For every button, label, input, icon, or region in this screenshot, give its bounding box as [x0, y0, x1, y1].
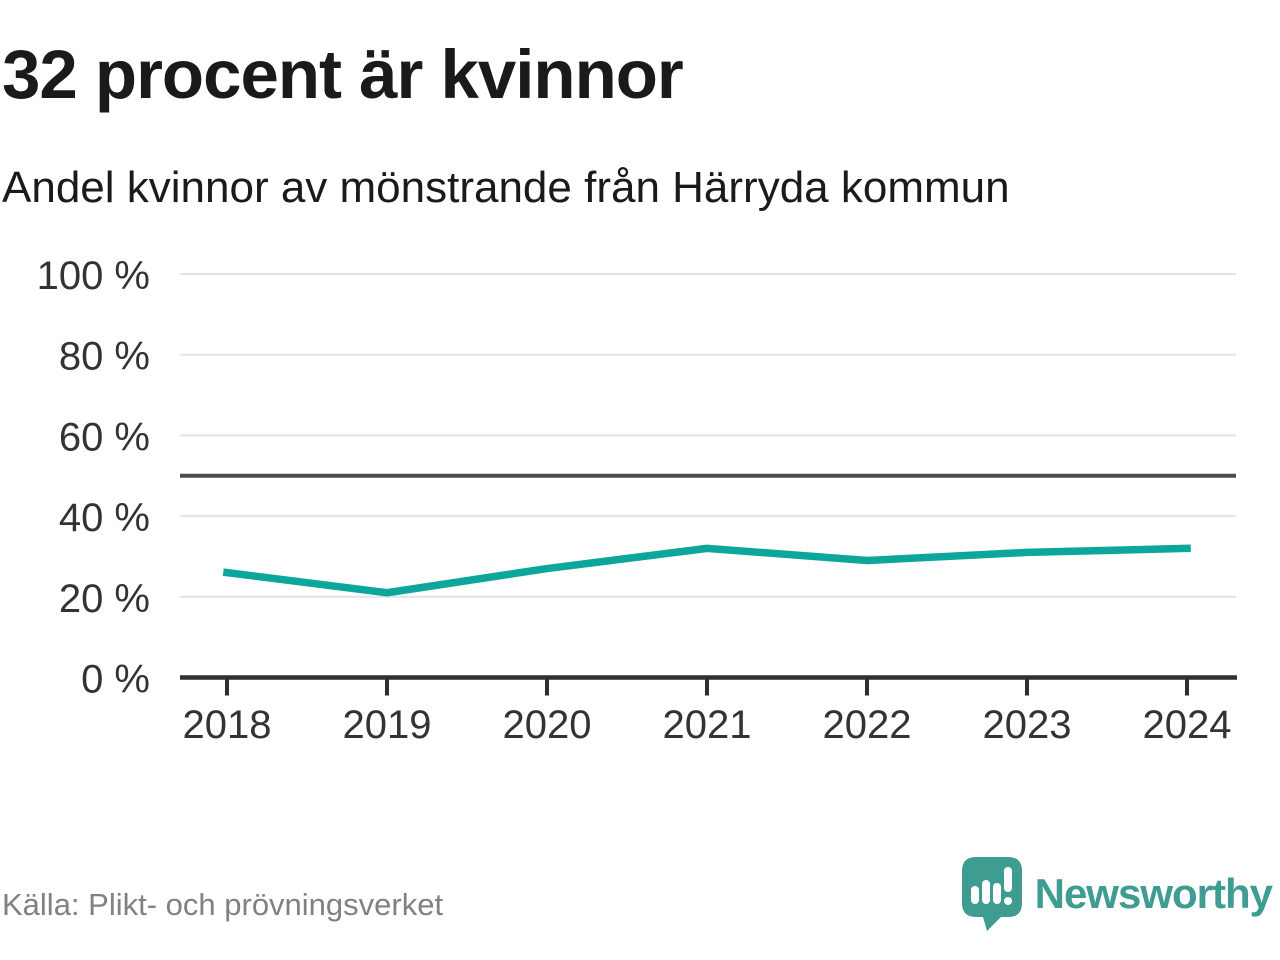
x-tick-label: 2024 — [1143, 703, 1232, 747]
newsworthy-logo-icon — [961, 857, 1022, 931]
x-tick-label: 2023 — [983, 703, 1072, 747]
source-text: Källa: Plikt- och prövningsverket — [2, 887, 444, 922]
x-tick-label: 2020 — [503, 703, 592, 747]
newsworthy-wordmark: Newsworthy — [1034, 870, 1273, 917]
x-tick-label: 2021 — [663, 703, 752, 747]
y-tick-label: 80 % — [59, 335, 150, 379]
y-tick-label: 40 % — [59, 496, 150, 540]
newsworthy-logo: Newsworthy — [960, 854, 1273, 934]
data-line-andel-kvinnor-av-mönstrande — [222, 544, 1191, 597]
y-tick-label: 100 % — [37, 254, 150, 298]
x-tick-label: 2018 — [183, 703, 272, 747]
x-tick-label: 2019 — [343, 703, 432, 747]
y-tick-label: 0 % — [81, 658, 150, 702]
y-tick-label: 20 % — [59, 577, 150, 621]
y-tick-label: 60 % — [59, 415, 150, 459]
chart-subtitle: Andel kvinnor av mönstrande från Härryda… — [2, 163, 1010, 212]
chart-title: 32 procent är kvinnor — [2, 36, 684, 113]
x-tick-label: 2022 — [823, 703, 912, 747]
